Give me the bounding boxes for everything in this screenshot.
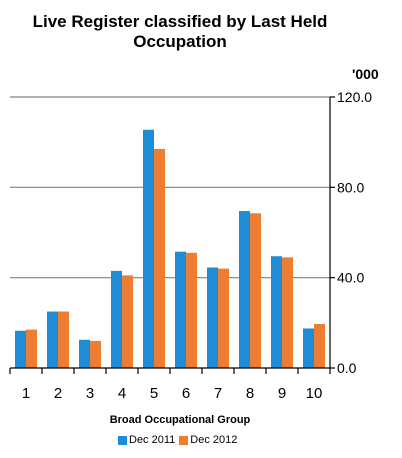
legend: Dec 2011 Dec 2012 xyxy=(118,434,241,446)
bar xyxy=(111,270,122,368)
bar xyxy=(271,256,282,368)
y-tick-label: 120.0 xyxy=(337,89,372,105)
y-tick-label: 40.0 xyxy=(337,270,364,286)
legend-swatch-dec-2011 xyxy=(118,435,127,445)
x-tick-label: 10 xyxy=(306,385,323,402)
bar xyxy=(58,311,69,368)
bar xyxy=(15,330,26,368)
chart-title: Live Register classified by Last Held Oc… xyxy=(0,12,360,52)
bar xyxy=(303,328,314,368)
bar xyxy=(207,267,218,368)
bar xyxy=(26,329,37,368)
legend-item-dec-2012: Dec 2012 xyxy=(179,434,237,446)
legend-swatch-dec-2012 xyxy=(179,435,189,445)
legend-label-dec-2012: Dec 2012 xyxy=(190,434,238,446)
x-tick-label: 4 xyxy=(118,385,126,402)
chart-title-line-1: Live Register classified by Last Held xyxy=(32,12,328,31)
bar xyxy=(175,251,186,368)
x-tick-label: 2 xyxy=(54,385,62,402)
bar xyxy=(143,129,154,368)
x-tick-label: 3 xyxy=(86,385,94,402)
bar xyxy=(314,323,325,368)
bar xyxy=(79,339,90,368)
x-tick-label: 1 xyxy=(22,385,30,402)
x-axis-label: Broad Occupational Group xyxy=(109,414,251,426)
x-tick-label: 6 xyxy=(182,385,190,402)
y-unit-label: '000 xyxy=(352,66,379,82)
bar xyxy=(282,257,293,368)
x-tick-label: 9 xyxy=(278,385,286,402)
x-tick-label: 5 xyxy=(150,385,158,402)
bar xyxy=(250,213,261,368)
bar xyxy=(47,311,58,368)
x-tick-label: 8 xyxy=(246,385,254,402)
y-tick-label: 0.0 xyxy=(337,360,357,376)
y-tick-label: 80.0 xyxy=(337,179,364,195)
legend-label-dec-2011: Dec 2011 xyxy=(129,434,176,446)
bar xyxy=(154,148,165,368)
bar xyxy=(218,268,229,368)
legend-item-dec-2011: Dec 2011 xyxy=(118,434,175,446)
bar xyxy=(90,340,101,368)
bar xyxy=(122,275,133,368)
bar xyxy=(239,211,250,368)
bar xyxy=(186,252,197,368)
chart-title-line-2: Occupation xyxy=(133,32,227,51)
x-tick-label: 7 xyxy=(214,385,222,402)
